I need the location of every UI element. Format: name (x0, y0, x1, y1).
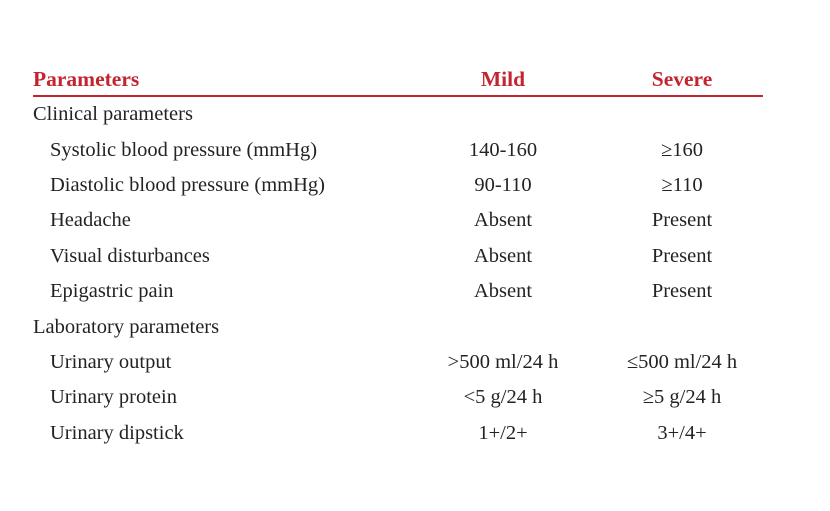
table-header-row: Parameters Mild Severe (33, 64, 763, 97)
severe-value: ≤500 ml/24 h (626, 350, 738, 373)
table-row: Epigastric pain Absent Present (33, 274, 763, 309)
section-label: Laboratory parameters (33, 315, 220, 338)
mild-value: Absent (473, 244, 533, 267)
severe-value: Present (651, 209, 713, 232)
mild-value: <5 g/24 h (463, 386, 543, 409)
table-row: Diastolic blood pressure (mmHg) 90-110 ≥… (33, 168, 763, 203)
severe-value: ≥110 (661, 173, 703, 196)
table-row: Urinary protein <5 g/24 h ≥5 g/24 h (33, 380, 763, 415)
table-row: Urinary output >500 ml/24 h ≤500 ml/24 h (33, 345, 763, 380)
parameters-table: Parameters Mild Severe Clinical paramete… (33, 64, 763, 451)
section-label: Clinical parameters (33, 103, 193, 126)
mild-value: >500 ml/24 h (447, 350, 559, 373)
mild-value: Absent (473, 280, 533, 303)
mild-value: Absent (473, 209, 533, 232)
severe-value: ≥5 g/24 h (642, 386, 722, 409)
table-row: Urinary dipstick 1+/2+ 3+/4+ (33, 416, 763, 451)
parameter-name: Urinary protein (50, 386, 177, 409)
mild-value: 90-110 (474, 173, 532, 196)
section-row-laboratory: Laboratory parameters (33, 309, 763, 344)
severe-value: Present (651, 280, 713, 303)
severe-value: ≥160 (660, 138, 703, 161)
severe-value: 3+/4+ (657, 421, 707, 444)
severe-value: Present (651, 244, 713, 267)
table-row: Visual disturbances Absent Present (33, 239, 763, 274)
column-header-severe: Severe (651, 66, 713, 91)
parameter-name: Visual disturbances (50, 244, 210, 267)
parameter-name: Urinary dipstick (50, 421, 184, 444)
parameter-name: Epigastric pain (50, 280, 174, 303)
parameter-name: Diastolic blood pressure (mmHg) (50, 173, 325, 196)
column-header-mild: Mild (480, 66, 526, 91)
table-row: Systolic blood pressure (mmHg) 140-160 ≥… (33, 132, 763, 167)
mild-value: 140-160 (468, 138, 538, 161)
mild-value: 1+/2+ (478, 421, 528, 444)
table-row: Headache Absent Present (33, 203, 763, 238)
parameter-name: Urinary output (50, 350, 172, 373)
parameter-name: Headache (50, 209, 131, 232)
section-row-clinical: Clinical parameters (33, 97, 763, 132)
column-header-parameters: Parameters (33, 66, 140, 91)
parameter-name: Systolic blood pressure (mmHg) (50, 138, 318, 161)
